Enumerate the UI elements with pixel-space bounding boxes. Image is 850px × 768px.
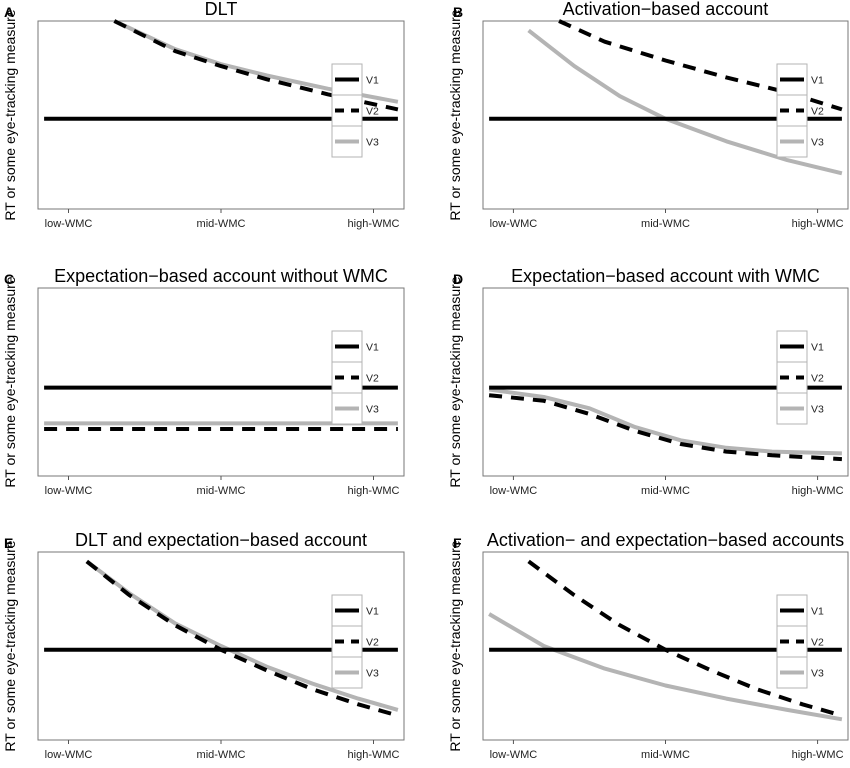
series-line-v3 — [85, 559, 399, 712]
legend-label: V1 — [811, 606, 824, 618]
x-tick-label: mid-WMC — [641, 749, 690, 761]
x-tick-label: mid-WMC — [197, 485, 246, 497]
legend-label: V2 — [366, 106, 379, 118]
legend-label: V2 — [811, 106, 824, 118]
x-tick-label: low-WMC — [45, 485, 93, 497]
legend-label: V1 — [366, 606, 379, 618]
panel-title: Activation−based account — [563, 0, 769, 19]
x-tick-label: mid-WMC — [641, 218, 690, 230]
legend-label: V3 — [811, 404, 824, 416]
legend-label: V2 — [366, 637, 379, 649]
panel-f: F Activation− and expectation−based accou… — [447, 530, 849, 761]
legend: V1 V2 V3 — [331, 63, 379, 158]
legend-label: V1 — [366, 342, 379, 354]
series-line-v3 — [488, 387, 842, 456]
panel-letter: A — [4, 4, 14, 20]
x-tick-label: high-WMC — [348, 485, 400, 497]
panel-title: Activation− and expectation−based accoun… — [487, 530, 844, 550]
legend-label: V3 — [811, 668, 824, 680]
legend: V1 V2 V3 — [776, 594, 824, 689]
panel-e: E DLT and expectation−based account RT or … — [2, 530, 405, 761]
y-axis-label: RT or some eye-tracking measure — [2, 540, 18, 751]
x-tick-label: mid-WMC — [197, 749, 246, 761]
y-axis-label: RT or some eye-tracking measure — [447, 276, 463, 487]
legend-label: V2 — [811, 637, 824, 649]
legend-label: V3 — [366, 404, 379, 416]
legend: V1 V2 V3 — [331, 330, 379, 425]
x-tick-label: high-WMC — [348, 218, 400, 230]
series-line-v2 — [85, 559, 399, 718]
panel-title: DLT and expectation−based account — [75, 530, 367, 550]
legend-label: V3 — [811, 137, 824, 149]
x-tick-label: mid-WMC — [197, 218, 246, 230]
panel-b: B Activation−based account RT or some eye-… — [447, 0, 849, 230]
legend-label: V3 — [366, 668, 379, 680]
panel-a: A DLT RT or some eye-tracking measure low-W… — [2, 0, 405, 230]
legend-label: V2 — [811, 373, 824, 385]
x-tick-label: low-WMC — [45, 218, 93, 230]
x-tick-label: mid-WMC — [641, 485, 690, 497]
y-axis-label: RT or some eye-tracking measure — [2, 276, 18, 487]
legend-label: V1 — [366, 75, 379, 87]
series-line-v3 — [488, 612, 843, 722]
panel-d: D Expectation−based account with WMC RT or… — [447, 266, 849, 497]
x-tick-label: high-WMC — [792, 485, 844, 497]
x-tick-label: high-WMC — [792, 749, 844, 761]
panel-title: Expectation−based account without WMC — [54, 266, 388, 286]
series-line-v2 — [527, 559, 843, 718]
legend: V1 V2 V3 — [331, 594, 379, 689]
panel-title: Expectation−based account with WMC — [511, 266, 820, 286]
y-axis-label: RT or some eye-tracking measure — [447, 540, 463, 751]
panel-letter: F — [453, 535, 462, 551]
panel-letter: C — [4, 271, 14, 287]
x-tick-label: low-WMC — [490, 749, 538, 761]
legend-label: V1 — [811, 342, 824, 354]
legend: V1 V2 V3 — [776, 63, 824, 158]
x-tick-label: low-WMC — [45, 749, 93, 761]
panel-letter: E — [4, 535, 13, 551]
legend: V1 V2 V3 — [776, 330, 824, 425]
x-tick-label: high-WMC — [792, 218, 844, 230]
legend-label: V2 — [366, 373, 379, 385]
x-tick-label: high-WMC — [348, 749, 400, 761]
legend-label: V1 — [811, 75, 824, 87]
panel-c: C Expectation−based account without WMC RT… — [2, 266, 405, 497]
y-axis-label: RT or some eye-tracking measure — [447, 9, 463, 220]
panel-title: DLT — [205, 0, 238, 19]
panel-letter: D — [453, 271, 463, 287]
panel-letter: B — [453, 4, 463, 20]
legend-label: V3 — [366, 137, 379, 149]
x-tick-label: low-WMC — [490, 218, 538, 230]
y-axis-label: RT or some eye-tracking measure — [2, 9, 18, 220]
series-line-v2 — [113, 19, 399, 112]
x-tick-label: low-WMC — [490, 485, 538, 497]
